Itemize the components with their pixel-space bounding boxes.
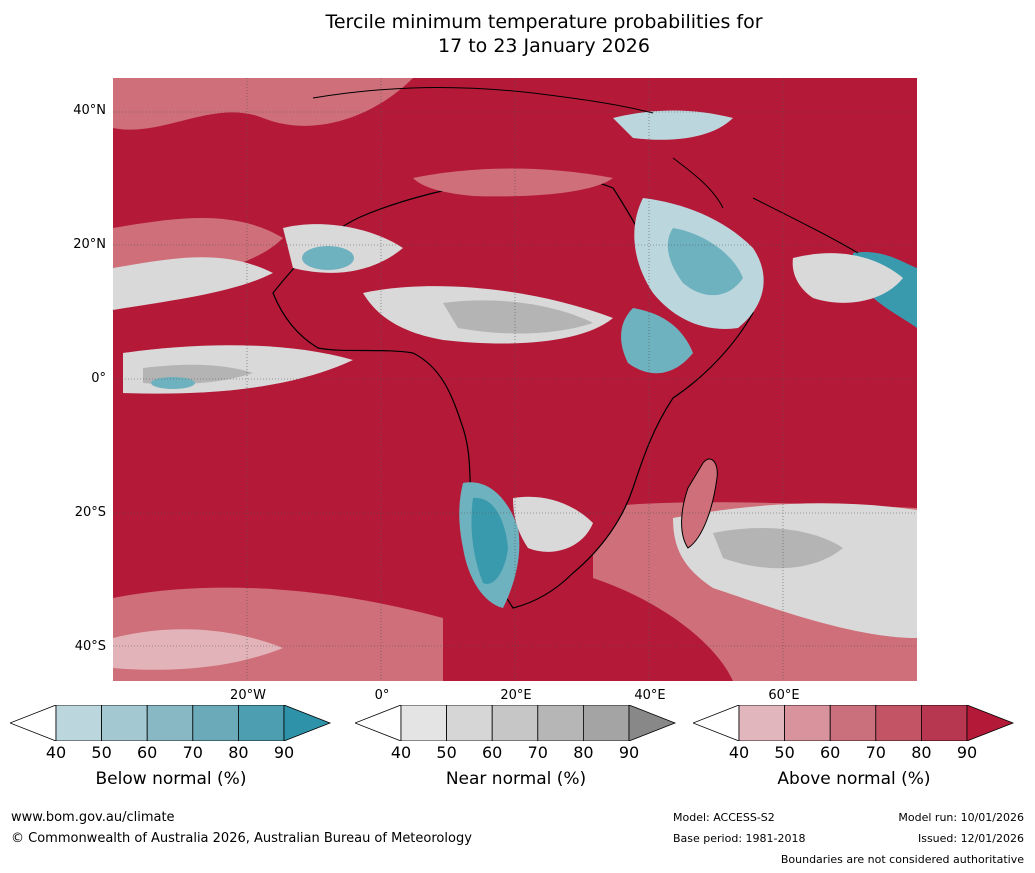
lon-label-60e: 60°E — [768, 688, 800, 703]
lon-label-20e: 20°E — [500, 688, 532, 703]
near-colorbar-tick-label: 70 — [527, 743, 548, 762]
above-colorbar-tick-label: 90 — [956, 743, 978, 762]
horn-of-africa-below-normal — [621, 308, 693, 374]
above-colorbar-tick-label: 70 — [865, 743, 886, 762]
southern-africa-near-normal — [513, 496, 593, 552]
disclaimer-text: Boundaries are not considered authoritat… — [780, 853, 1024, 866]
turkey-below-normal-region — [613, 110, 733, 140]
below-colorbar-tick-label: 50 — [91, 743, 112, 762]
namibia-below-normal-core — [471, 497, 508, 584]
near-colorbar-tick-label: 80 — [573, 743, 594, 762]
lon-label-0: 0° — [374, 688, 390, 703]
above-colorbar-segment — [920, 705, 968, 741]
south-atlantic-light-band — [113, 629, 283, 670]
lat-label-40n: 40°N — [73, 103, 106, 118]
below-colorbar-tick-label: 40 — [45, 743, 67, 762]
near-normal-colorbar — [355, 705, 677, 741]
model-text: Model: ACCESS-S2 — [673, 811, 775, 824]
atlantic-near-normal-band — [113, 257, 273, 310]
arabian-sea-near-normal — [792, 253, 903, 303]
near-colorbar-high-extension — [628, 705, 677, 741]
lon-label-40e: 40°E — [634, 688, 666, 703]
probability-map — [113, 78, 917, 681]
above-colorbar-segment — [875, 705, 922, 741]
near-colorbar-segment — [491, 705, 539, 741]
sahara-pink-region — [413, 168, 613, 197]
near-normal-label: Near normal (%) — [445, 769, 587, 789]
sahel-grey-core — [443, 300, 593, 334]
above-normal-label: Above normal (%) — [777, 769, 931, 789]
above-colorbar-low-extension — [693, 705, 740, 741]
above-colorbar-tick-label: 60 — [820, 743, 841, 762]
above-colorbar-high-extension — [966, 705, 1015, 741]
below-normal-label: Below normal (%) — [95, 769, 247, 789]
red-sea-coastline — [672, 157, 724, 209]
above-colorbar-segment — [738, 705, 785, 741]
persian-gulf-coastline — [752, 197, 859, 254]
west-sahara-below-normal — [302, 246, 354, 270]
above-colorbar-tick-label: 40 — [728, 743, 750, 762]
below-colorbar-segment — [192, 705, 239, 741]
near-colorbar-segment — [446, 705, 493, 741]
lat-label-20s: 20°S — [74, 505, 106, 520]
lat-label-20n: 20°N — [73, 237, 106, 252]
map-title: Tercile minimum temperature probabilitie… — [0, 10, 1035, 58]
near-colorbar-segment — [400, 705, 447, 741]
above-colorbar-segment — [784, 705, 831, 741]
title-line-1: Tercile minimum temperature probabilitie… — [325, 11, 763, 33]
north-africa-above-region — [313, 114, 633, 208]
near-colorbar-low-extension — [355, 705, 402, 741]
below-colorbar-segment — [55, 705, 102, 741]
near-colorbar-segment — [582, 705, 630, 741]
title-line-2: 17 to 23 January 2026 — [438, 35, 650, 57]
below-colorbar-low-extension — [10, 705, 57, 741]
graticule — [113, 78, 917, 681]
model-run-text: Model run: 10/01/2026 — [898, 811, 1024, 824]
map-canvas — [113, 78, 917, 681]
near-colorbar-tick-label: 60 — [482, 743, 503, 762]
base-period-text: Base period: 1981-2018 — [673, 832, 806, 845]
atlantic-below-normal-spot — [151, 377, 195, 389]
below-colorbar-segment — [146, 705, 194, 741]
madagascar — [681, 458, 718, 549]
above-colorbar-segment — [829, 705, 877, 741]
near-colorbar-tick-label: 90 — [618, 743, 640, 762]
north-atlantic-mixed-region — [113, 78, 413, 130]
below-colorbar-high-extension — [283, 705, 332, 741]
near-colorbar-tick-label: 50 — [436, 743, 457, 762]
above-colorbar-tick-label: 80 — [911, 743, 932, 762]
below-colorbar-segment — [237, 705, 285, 741]
copyright-text: © Commonwealth of Australia 2026, Austra… — [11, 831, 472, 846]
south-indian-grey-core — [713, 528, 843, 569]
lon-label-20w: 20°W — [230, 688, 266, 703]
europe-coastline — [312, 87, 654, 114]
lat-label-equator: 0° — [91, 371, 106, 386]
near-colorbar-tick-label: 40 — [390, 743, 412, 762]
below-colorbar-tick-label: 60 — [137, 743, 158, 762]
below-colorbar-tick-label: 70 — [182, 743, 203, 762]
below-colorbar-tick-label: 90 — [273, 743, 295, 762]
near-colorbar-segment — [537, 705, 584, 741]
below-normal-colorbar — [10, 705, 332, 741]
below-colorbar-segment — [101, 705, 148, 741]
above-normal-colorbar — [693, 705, 1015, 741]
lat-label-40s: 40°S — [74, 639, 106, 654]
below-colorbar-tick-label: 80 — [228, 743, 249, 762]
issued-text: Issued: 12/01/2026 — [917, 832, 1024, 845]
website-link[interactable]: www.bom.gov.au/climate — [11, 810, 175, 825]
above-colorbar-tick-label: 50 — [774, 743, 795, 762]
